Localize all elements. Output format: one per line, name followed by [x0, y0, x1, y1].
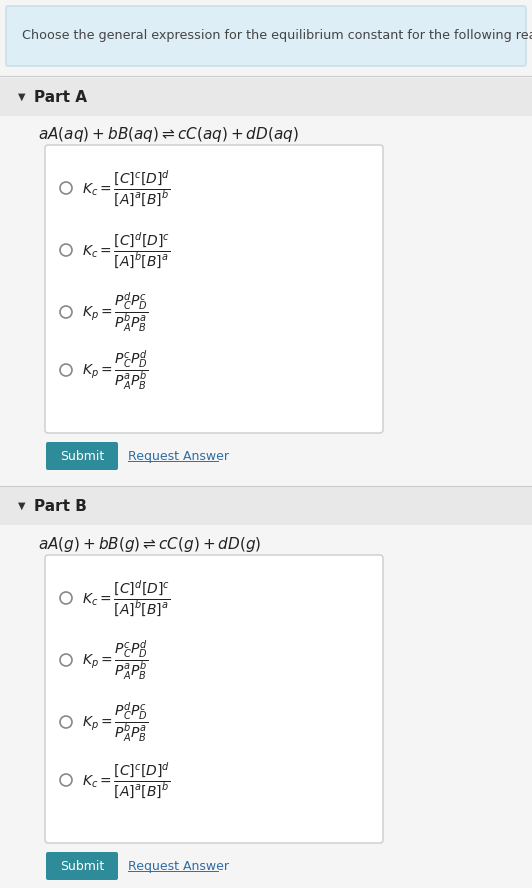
FancyBboxPatch shape — [46, 852, 118, 880]
Text: $K_c = \dfrac{[C]^c[D]^d}{[A]^a[B]^b}$: $K_c = \dfrac{[C]^c[D]^d}{[A]^a[B]^b}$ — [82, 168, 170, 208]
FancyBboxPatch shape — [0, 78, 532, 116]
FancyBboxPatch shape — [45, 555, 383, 843]
Text: $K_p = \dfrac{P_C^d P_D^c}{P_A^b P_B^a}$: $K_p = \dfrac{P_C^d P_D^c}{P_A^b P_B^a}$ — [82, 701, 149, 744]
Text: ▼: ▼ — [18, 92, 26, 102]
Text: $K_p = \dfrac{P_C^c P_D^d}{P_A^a P_B^b}$: $K_p = \dfrac{P_C^c P_D^d}{P_A^a P_B^b}$ — [82, 348, 148, 392]
Text: Submit: Submit — [60, 860, 104, 873]
Text: Request Answer: Request Answer — [128, 449, 229, 463]
Text: ▼: ▼ — [18, 501, 26, 511]
FancyBboxPatch shape — [0, 487, 532, 525]
FancyBboxPatch shape — [45, 145, 383, 433]
Text: Submit: Submit — [60, 449, 104, 463]
Text: $K_c = \dfrac{[C]^d[D]^c}{[A]^b[B]^a}$: $K_c = \dfrac{[C]^d[D]^c}{[A]^b[B]^a}$ — [82, 230, 170, 270]
Text: $aA(g) + bB(g) \rightleftharpoons cC(g) + dD(g)$: $aA(g) + bB(g) \rightleftharpoons cC(g) … — [38, 535, 262, 553]
Text: Part B: Part B — [34, 498, 87, 513]
Text: $K_c = \dfrac{[C]^c[D]^d}{[A]^a[B]^b}$: $K_c = \dfrac{[C]^c[D]^d}{[A]^a[B]^b}$ — [82, 760, 170, 800]
Text: Choose the general expression for the equilibrium constant for the following rea: Choose the general expression for the eq… — [22, 29, 532, 43]
Text: $K_p = \dfrac{P_C^d P_D^c}{P_A^b P_B^a}$: $K_p = \dfrac{P_C^d P_D^c}{P_A^b P_B^a}$ — [82, 290, 149, 334]
Text: $aA(aq) + bB(aq) \rightleftharpoons cC(aq) + dD(aq)$: $aA(aq) + bB(aq) \rightleftharpoons cC(a… — [38, 124, 299, 144]
FancyBboxPatch shape — [46, 442, 118, 470]
Text: $K_p = \dfrac{P_C^c P_D^d}{P_A^a P_B^b}$: $K_p = \dfrac{P_C^c P_D^d}{P_A^a P_B^b}$ — [82, 638, 148, 682]
Text: Request Answer: Request Answer — [128, 860, 229, 873]
Text: $K_c = \dfrac{[C]^d[D]^c}{[A]^b[B]^a}$: $K_c = \dfrac{[C]^d[D]^c}{[A]^b[B]^a}$ — [82, 578, 170, 618]
FancyBboxPatch shape — [6, 6, 526, 66]
Text: Part A: Part A — [34, 90, 87, 105]
